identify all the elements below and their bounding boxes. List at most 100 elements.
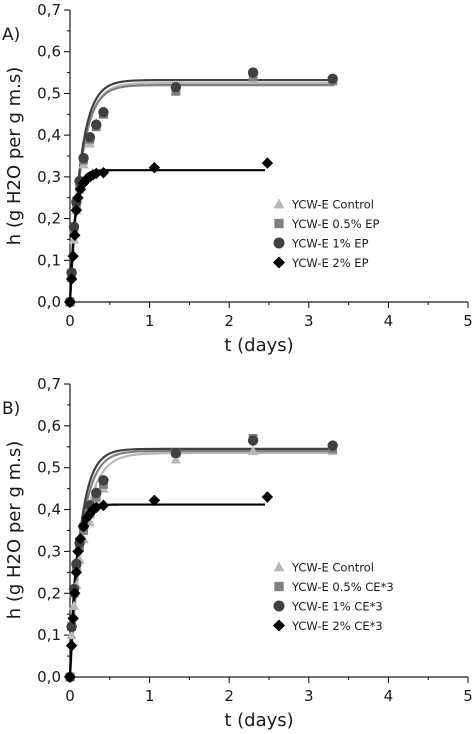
y-tick-label: 0,7 <box>37 375 61 393</box>
x-tick-label: 4 <box>384 687 394 705</box>
data-point <box>67 250 79 262</box>
x-tick-label: 1 <box>145 687 155 705</box>
panel-label: B) <box>2 399 20 419</box>
data-point <box>66 629 77 640</box>
data-point <box>70 204 83 216</box>
y-tick-label: 0,1 <box>37 626 61 644</box>
data-point <box>98 475 109 486</box>
data-point <box>170 454 182 464</box>
y-tick-label: 0,1 <box>37 251 61 269</box>
legend-marker <box>274 581 284 592</box>
data-point <box>170 447 182 459</box>
y-tick-label: 0,0 <box>37 668 61 686</box>
y-tick-label: 0,2 <box>37 210 61 228</box>
legend-marker <box>272 619 286 632</box>
x-axis-title: t (days) <box>224 335 293 356</box>
x-tick-label: 2 <box>224 312 234 330</box>
data-point <box>66 621 77 632</box>
data-point <box>247 445 259 456</box>
data-point <box>68 600 80 611</box>
data-point <box>327 440 338 451</box>
data-point <box>72 191 84 204</box>
data-point <box>97 499 110 512</box>
x-tick-label: 3 <box>304 312 314 330</box>
data-point <box>70 566 83 579</box>
data-point <box>148 494 161 507</box>
fit-curve <box>68 449 335 678</box>
legend-label: YCW-E 2% EP <box>291 256 369 270</box>
data-point <box>261 491 274 503</box>
y-tick-label: 0,5 <box>37 459 61 477</box>
fit-curve <box>68 503 266 678</box>
fit-curve <box>68 447 335 678</box>
y-tick-label: 0,5 <box>37 84 61 102</box>
data-point <box>77 520 90 533</box>
x-tick-label: 4 <box>384 312 394 330</box>
data-point <box>261 157 274 169</box>
legend-label: YCW-E 1% EP <box>291 237 369 251</box>
x-tick-label: 2 <box>224 687 234 705</box>
data-point <box>65 273 78 285</box>
data-point <box>68 221 80 233</box>
x-tick-label: 0 <box>65 687 75 705</box>
data-point <box>327 73 338 85</box>
x-tick-label: 5 <box>463 312 473 330</box>
data-point <box>64 671 76 683</box>
fit-curve <box>68 83 335 303</box>
x-tick-label: 1 <box>145 312 155 330</box>
legend-marker <box>274 218 284 229</box>
legend-label: YCW-E Control <box>291 561 374 575</box>
data-point <box>64 296 76 308</box>
y-tick-label: 0,4 <box>37 126 61 144</box>
data-point <box>80 512 93 524</box>
fit-curve <box>68 451 335 678</box>
data-point <box>69 229 81 241</box>
y-tick-label: 0,7 <box>37 1 61 19</box>
legend-label: YCW-E 0.5% EP <box>291 217 380 231</box>
x-tick-label: 3 <box>304 687 314 705</box>
legend-label: YCW-E 0.5% CE*3 <box>291 580 394 594</box>
y-axis-title: h (g H2O per g m.s) <box>4 441 25 620</box>
y-tick-label: 0,4 <box>37 501 61 519</box>
legend-marker <box>273 561 285 572</box>
data-point <box>90 167 102 180</box>
data-point <box>71 558 82 570</box>
data-point <box>66 267 77 278</box>
legend-label: YCW-E 2% CE*3 <box>291 619 383 633</box>
legend-marker <box>273 600 285 612</box>
data-point <box>148 161 161 174</box>
chart-panel-a: 0,0 0,1 0,2 0,3 0,4 0,5 0,6 0,7 0 1 2 3 4 5 t (days) h … <box>2 1 473 356</box>
x-tick-label: 0 <box>65 312 75 330</box>
y-tick-label: 0,0 <box>37 293 61 311</box>
panel-label: A) <box>2 25 20 45</box>
legend-label: YCW-E Control <box>291 198 374 212</box>
legend-marker <box>273 237 285 249</box>
legend-marker <box>273 198 285 209</box>
data-point <box>90 501 102 514</box>
data-point <box>97 166 110 179</box>
data-point <box>247 435 259 446</box>
data-point <box>74 533 87 545</box>
fit-curve <box>68 81 335 303</box>
x-tick-label: 5 <box>463 687 473 705</box>
legend-marker <box>272 256 286 269</box>
data-point <box>78 152 89 164</box>
data-point <box>72 545 84 558</box>
data-point <box>84 132 96 143</box>
y-tick-label: 0,6 <box>37 43 61 61</box>
data-point <box>65 639 78 652</box>
y-tick-label: 0,6 <box>37 417 61 435</box>
fit-curve <box>68 78 335 303</box>
data-point <box>98 107 109 118</box>
data-point <box>247 67 259 78</box>
data-point <box>69 587 81 600</box>
legend-label: YCW-E 1% CE*3 <box>291 600 383 614</box>
y-tick-label: 0,3 <box>37 542 61 560</box>
y-axis-title: h (g H2O per g m.s) <box>4 67 25 246</box>
fit-curve <box>68 169 266 303</box>
chart-panel-b: 0,0 0,1 0,2 0,3 0,4 0,5 0,6 0,7 0 1 2 3 4 5 t (days) h … <box>2 375 473 731</box>
data-point <box>170 81 182 93</box>
y-tick-label: 0,2 <box>37 584 61 602</box>
data-point <box>67 612 79 625</box>
